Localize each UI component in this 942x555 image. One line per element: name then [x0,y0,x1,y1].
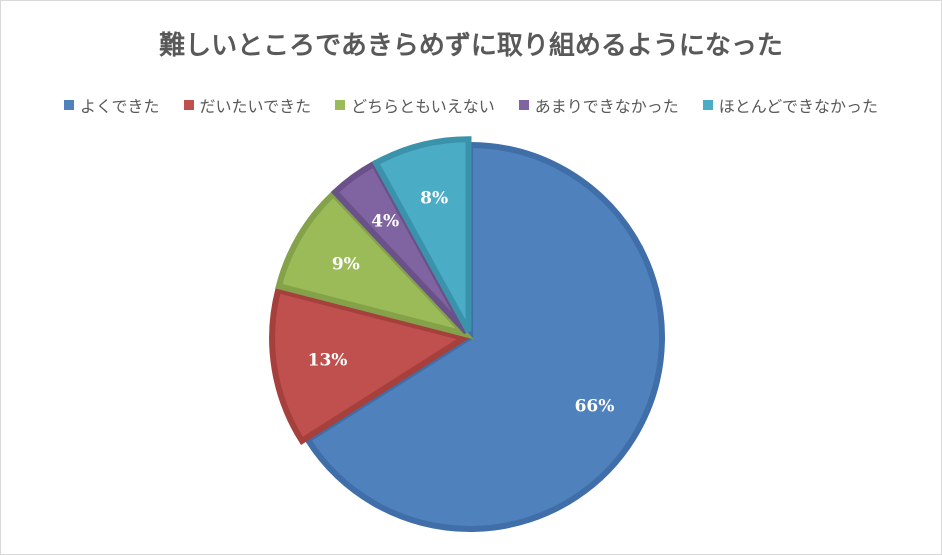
pie-slice [269,286,472,445]
slice-label: 4% [371,211,399,231]
slice-label: 9% [332,255,360,275]
legend-label: どちらともいえない [351,97,495,116]
chart-title: 難しいところであきらめずに取り組めるようになった [159,31,783,61]
slice-label: 13% [308,351,348,371]
legend-label: だいたいできた [199,97,312,116]
legend: よくできた だいたいできた どちらともいえない あまりできなかった ほとんどできなかった [1,93,941,117]
pie-slice [371,136,472,333]
legend-item: どちらともいえない [335,93,495,117]
legend-item: あまりできなかった [518,93,679,117]
legend-label: よくできた [80,97,160,116]
legend-swatch [335,100,346,110]
pie-slice [275,189,475,340]
legend-label: ほとんどできなかった [718,97,878,116]
legend-swatch [702,100,713,110]
legend-swatch [518,100,529,110]
legend-item: よくできた [64,93,160,117]
legend-item: ほとんどできなかった [702,93,878,117]
slice-label: 8% [420,188,448,208]
legend-item: だいたいできた [183,93,312,117]
slice-label: 66% [575,396,615,416]
legend-label: あまりできなかった [534,97,679,116]
legend-swatch [183,100,194,110]
pie-slice [303,141,665,532]
legend-swatch [64,100,75,110]
